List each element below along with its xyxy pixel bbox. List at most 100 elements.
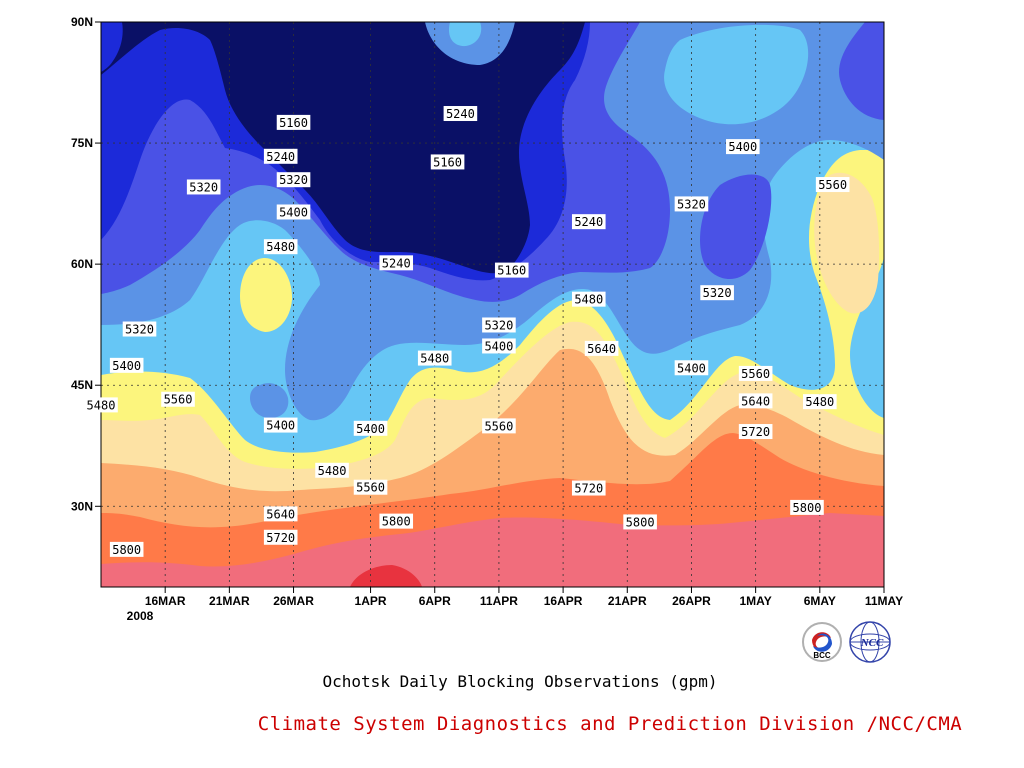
contour-label-bg xyxy=(571,480,606,496)
x-tick-label: 11MAY xyxy=(865,594,903,608)
contour-label-bg xyxy=(276,114,311,130)
contour-label-bg xyxy=(482,338,516,354)
contour-label-bg xyxy=(482,317,516,333)
x-tick-label: 26MAR xyxy=(273,594,314,608)
contour-label: 5400 xyxy=(728,140,757,154)
contour-label: 5720 xyxy=(741,425,770,439)
logos: BCC NCC xyxy=(800,620,900,664)
contour-label: 5400 xyxy=(266,419,295,433)
contour-label-bg xyxy=(109,357,144,373)
logo-group: BCC NCC xyxy=(802,621,891,663)
contour-label: 5160 xyxy=(497,264,526,278)
contour-label-bg xyxy=(738,424,773,440)
x-tick-label: 21APR xyxy=(608,594,647,608)
contour-label-bg xyxy=(379,513,414,529)
contour-label: 5480 xyxy=(266,240,295,254)
contour-label: 5480 xyxy=(420,352,449,366)
svg-text:BCC: BCC xyxy=(813,651,831,660)
contour-label-bg xyxy=(790,499,824,515)
y-axis: 90N 75N 60N 45N 30N xyxy=(71,15,101,513)
blob-3apr-5880 xyxy=(350,565,422,587)
blob-26mar-5400 xyxy=(250,383,289,418)
cap-top-left xyxy=(101,22,123,72)
x-tick-label: 16MAR xyxy=(145,594,186,608)
chart-title: Ochotsk Daily Blocking Observations (gpm… xyxy=(322,672,718,691)
contour-label-bg xyxy=(738,393,773,409)
contour-label-bg xyxy=(674,360,709,376)
contour-label: 5320 xyxy=(484,318,513,332)
contour-label: 5480 xyxy=(318,464,347,478)
x-tick-label: 1APR xyxy=(355,594,387,608)
y-tick-label: 90N xyxy=(71,15,93,29)
contour-label-bg xyxy=(263,148,298,164)
contour-label-bg xyxy=(263,239,298,255)
x-tick-label: 6APR xyxy=(419,594,451,608)
contour-label: 5800 xyxy=(793,501,822,515)
contour-label: 5480 xyxy=(805,395,834,409)
blob-26mar-5480 xyxy=(240,258,293,332)
filled-contours xyxy=(101,22,884,587)
blob-top-right-5400 xyxy=(664,24,809,125)
contour-label: 5400 xyxy=(112,359,141,373)
contour-label-bg xyxy=(276,172,311,188)
contour-label: 5800 xyxy=(112,543,141,557)
plot-frame xyxy=(100,21,885,588)
x-tick-label: 16APR xyxy=(544,594,583,608)
contour-label-bg xyxy=(276,204,311,220)
y-tick-label: 30N xyxy=(71,499,93,513)
contour-label: 5720 xyxy=(266,531,295,545)
x-tick-label: 11APR xyxy=(480,594,518,608)
contour-label-bg xyxy=(122,321,157,337)
y-tick-label: 45N xyxy=(71,378,93,392)
credit-line: Climate System Diagnostics and Predictio… xyxy=(257,713,963,735)
contour-label: 5560 xyxy=(818,178,847,192)
x-axis: 16MAR 21MAR 26MAR 1APR 6APR 11APR 16APR 21APR 26… xyxy=(145,587,903,608)
contour-label: 5160 xyxy=(433,155,462,169)
contour-label-bg xyxy=(84,397,118,413)
contour-label: 5400 xyxy=(356,422,385,436)
contour-label-bg xyxy=(161,391,195,407)
x-tick-label: 1MAY xyxy=(740,594,772,608)
contour-label: 5640 xyxy=(266,507,295,521)
blob-top-5400 xyxy=(448,22,482,47)
contour-label: 5480 xyxy=(87,398,116,412)
contour-label-bg xyxy=(263,529,298,545)
contour-label: 5160 xyxy=(279,116,308,130)
contour-label-bg xyxy=(584,340,619,356)
x-tick-label: 21MAR xyxy=(209,594,250,608)
contour-label-bg xyxy=(109,541,144,557)
contour-label: 5320 xyxy=(125,323,154,337)
contour-labels: 5160 5240 5320 5320 5400 5480 5320 5400 5480 5560… xyxy=(84,106,850,557)
contour-label: 5640 xyxy=(587,342,616,356)
blob-right-mid-5320 xyxy=(700,174,772,280)
contour-label-bg xyxy=(738,365,773,381)
blob-right-5320 xyxy=(839,22,884,120)
x-tick-label: 6MAY xyxy=(804,594,836,608)
contour-label-bg xyxy=(417,350,452,366)
contour-label-bg xyxy=(186,179,221,195)
contour-label-bg xyxy=(726,139,760,155)
contour-label: 5640 xyxy=(741,394,770,408)
contour-label-bg xyxy=(700,285,734,301)
ncc-logo: NCC xyxy=(849,621,891,663)
y-tick-label: 75N xyxy=(71,136,93,150)
contour-label-bg xyxy=(263,506,298,522)
contour-label-bg xyxy=(482,418,516,434)
contour-label: 5320 xyxy=(677,197,706,211)
contour-label-bg xyxy=(353,420,388,436)
contour-label-bg xyxy=(353,479,388,495)
contour-label: 5240 xyxy=(446,107,475,121)
svg-text:NCC: NCC xyxy=(860,637,884,649)
contour-label-bg xyxy=(571,214,606,230)
contour-label-bg xyxy=(263,417,298,433)
contour-label-bg xyxy=(494,262,529,278)
band-5160 xyxy=(101,22,585,274)
contour-label: 5320 xyxy=(189,180,218,194)
bcc-logo: BCC xyxy=(802,622,842,662)
contour-label: 5800 xyxy=(382,515,411,529)
contour-label: 5320 xyxy=(703,286,732,300)
y-tick-label: 60N xyxy=(71,257,93,271)
contour-label-bg xyxy=(815,177,850,193)
contour-label: 5560 xyxy=(356,481,385,495)
